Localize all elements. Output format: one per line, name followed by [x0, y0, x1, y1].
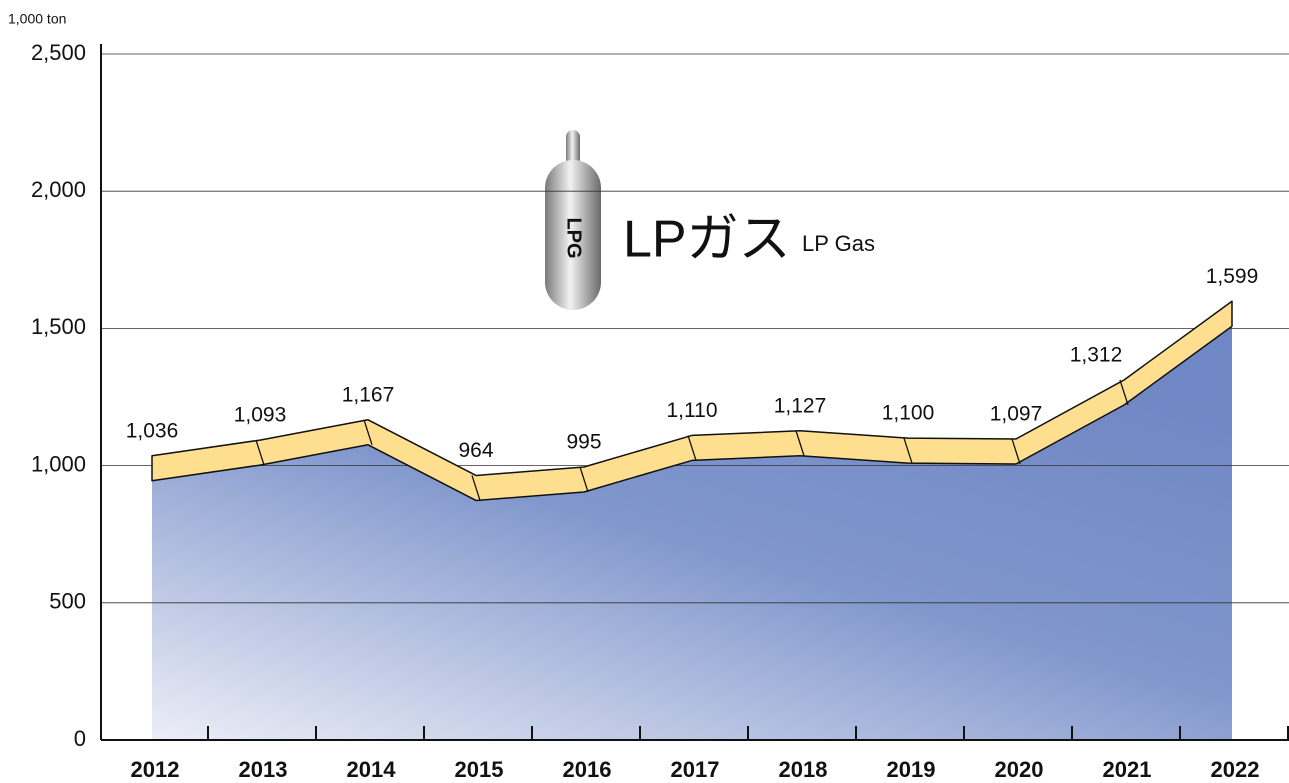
x-tick-label: 2015 — [455, 757, 504, 782]
ribbon-joint — [579, 466, 589, 493]
ribbon-joint — [903, 437, 913, 464]
data-label: 1,599 — [1206, 265, 1259, 288]
ribbon-joint — [795, 430, 805, 456]
ribbon-joint — [363, 419, 373, 445]
x-tick-label: 2016 — [563, 757, 612, 782]
x-tick-label: 2019 — [887, 757, 936, 782]
x-tick-label: 2012 — [131, 757, 180, 782]
data-label: 1,097 — [990, 403, 1043, 426]
x-tick-label: 2018 — [779, 757, 828, 782]
y-unit: 1,000 ton — [8, 11, 66, 27]
x-tick-label: 2013 — [239, 757, 288, 782]
ribbon — [151, 300, 1233, 502]
ribbon-joint — [471, 475, 481, 501]
data-label: 1,093 — [234, 404, 287, 427]
x-tick-label: 2022 — [1211, 757, 1260, 782]
area — [152, 326, 1232, 740]
data-label: 1,127 — [774, 394, 827, 417]
y-tick-label: 1,000 — [31, 451, 86, 476]
icon-label: LPG — [563, 217, 585, 258]
x-tick-label: 2014 — [347, 757, 397, 782]
data-label: 995 — [566, 431, 601, 454]
ribbon-joint — [687, 435, 697, 461]
ribbon-joint — [1011, 438, 1021, 465]
cylinder-icon — [545, 130, 601, 310]
y-tick-label: 1,500 — [31, 314, 86, 339]
x-tick-label: 2017 — [671, 757, 720, 782]
data-label: 1,110 — [667, 399, 718, 422]
data-label: 1,100 — [882, 402, 935, 425]
data-label: 1,167 — [342, 383, 395, 406]
ribbon-joint — [255, 439, 265, 466]
ribbon-joint — [1119, 379, 1129, 406]
data-label: 1,036 — [126, 419, 179, 442]
data-label: 1,312 — [1070, 344, 1123, 367]
x-tick-label: 2020 — [995, 757, 1044, 782]
y-tick-label: 500 — [49, 589, 86, 614]
data-label: 964 — [458, 439, 493, 462]
y-tick-label: 0 — [74, 726, 86, 751]
y-tick-label: 2,500 — [31, 40, 86, 65]
y-tick-label: 2,000 — [31, 177, 86, 202]
chart-title: LPガス — [623, 211, 791, 269]
x-tick-label: 2021 — [1103, 757, 1152, 782]
chart-subtitle: LP Gas — [802, 231, 875, 256]
